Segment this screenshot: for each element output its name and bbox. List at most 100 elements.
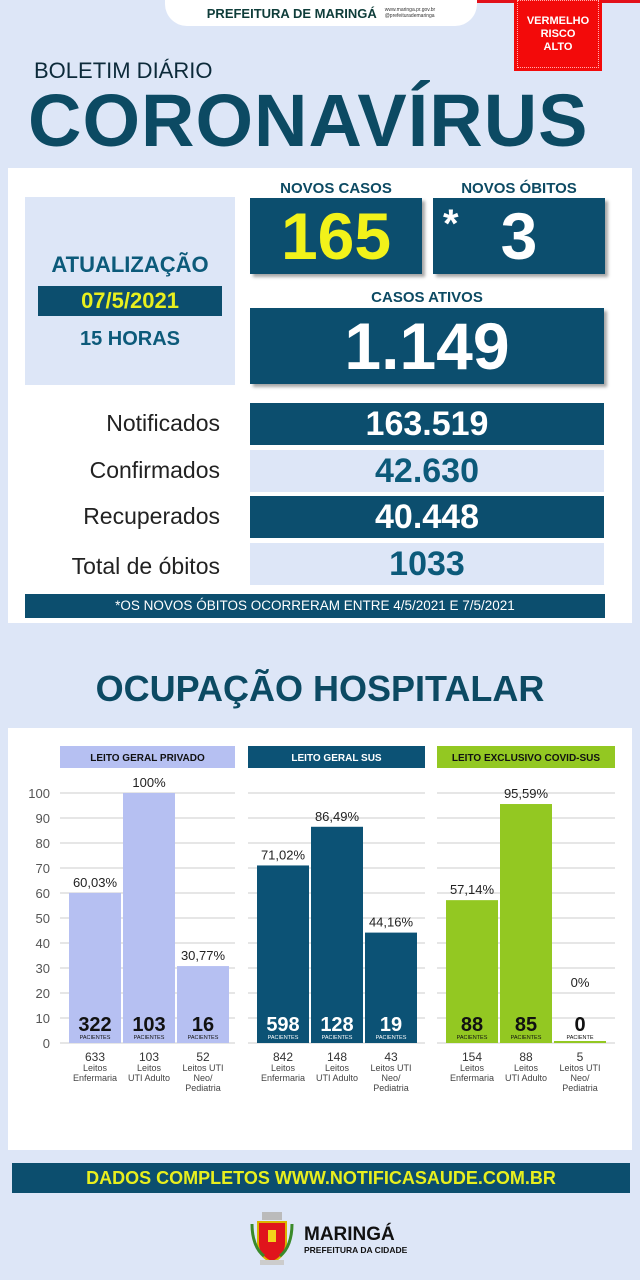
bar-unit: PACIENTE xyxy=(566,1035,593,1041)
bar-bed-label: UTI Adulto xyxy=(505,1073,547,1083)
bar-bed-label: Leitos UTI xyxy=(370,1063,411,1073)
bar-beds: 154 xyxy=(462,1050,482,1064)
bar xyxy=(500,804,552,1043)
risk-line: ALTO xyxy=(543,41,573,53)
bar xyxy=(69,892,121,1043)
stat-value: 163.519 xyxy=(250,403,604,445)
group-header-label: LEITO EXCLUSIVO COVID-SUS xyxy=(452,753,600,764)
risk-line: VERMELHO xyxy=(526,15,590,27)
stat-label: Confirmados xyxy=(89,457,220,483)
y-tick-label: 90 xyxy=(36,811,50,826)
bar-bed-label: Neo/ xyxy=(570,1073,590,1083)
bar-pct-label: 44,16% xyxy=(369,915,414,930)
y-tick-label: 50 xyxy=(36,911,50,926)
y-tick-label: 0 xyxy=(43,1036,50,1051)
bar-beds: 842 xyxy=(273,1050,293,1064)
social-info: www.maringa.pr.gov.br @prefeiturademaring… xyxy=(385,7,435,19)
active-cases-label: CASOS ATIVOS xyxy=(371,289,483,306)
y-tick-label: 10 xyxy=(36,1011,50,1026)
bar-unit: PACIENTES xyxy=(80,1035,111,1041)
bar-bed-label: Leitos xyxy=(514,1063,539,1073)
new-deaths-label: NOVOS ÓBITOS xyxy=(461,180,577,197)
bar-beds: 88 xyxy=(519,1050,533,1064)
update-hour: 15 HORAS xyxy=(79,328,181,350)
org-name: PREFEITURA DE MARINGÁ xyxy=(206,5,377,21)
bar-bed-label: Neo/ xyxy=(381,1073,401,1083)
bar-bed-label: Leitos xyxy=(271,1063,296,1073)
bar-unit: PACIENTES xyxy=(511,1035,542,1041)
logo-name: MARINGÁ xyxy=(304,1224,395,1245)
bar-pct-label: 60,03% xyxy=(73,875,118,890)
bar-unit: PACIENTES xyxy=(457,1035,488,1041)
footer-banner: DADOS COMPLETOS WWW.NOTIFICASAUDE.COM.BR xyxy=(12,1163,630,1193)
new-cases-value: 165 xyxy=(250,198,422,274)
site-url: www.maringa.pr.gov.br xyxy=(384,7,436,13)
bar-beds: 148 xyxy=(327,1050,347,1064)
y-tick-label: 40 xyxy=(36,936,50,951)
coat-of-arms-icon xyxy=(250,1212,294,1265)
bar-unit: PACIENTES xyxy=(268,1035,299,1041)
bar-pct-label: 100% xyxy=(132,775,166,790)
update-label: ATUALIZAÇÃO xyxy=(51,252,209,277)
subtitle: BOLETIM DIÁRIO xyxy=(34,58,213,83)
bar-bed-label: Leitos UTI xyxy=(559,1063,600,1073)
stat-label: Notificados xyxy=(106,410,220,436)
bar-bed-label: Pediatria xyxy=(562,1083,598,1093)
group-header-label: LEITO GERAL PRIVADO xyxy=(90,753,205,764)
bar xyxy=(446,900,498,1043)
y-tick-label: 80 xyxy=(36,836,50,851)
bar xyxy=(554,1041,606,1043)
bar-pct-label: 30,77% xyxy=(181,948,226,963)
bar-patients: 88 xyxy=(461,1014,483,1036)
hospital-title: OCUPAÇÃO HOSPITALAR xyxy=(95,668,545,709)
bar-pct-label: 86,49% xyxy=(315,809,360,824)
logo-sub: PREFEITURA DA CIDADE xyxy=(304,1245,408,1255)
bar-unit: PACIENTES xyxy=(188,1035,219,1041)
bar-patients: 103 xyxy=(132,1014,165,1036)
new-cases-label: NOVOS CASOS xyxy=(280,180,392,197)
bar-patients: 128 xyxy=(320,1014,353,1036)
bar xyxy=(177,966,229,1043)
header-bar: PREFEITURA DE MARINGÁ www.maringa.pr.gov… xyxy=(165,0,477,26)
y-tick-label: 70 xyxy=(36,861,50,876)
bar-unit: PACIENTES xyxy=(376,1035,407,1041)
bar-beds: 5 xyxy=(577,1050,584,1064)
new-deaths-value: 3 xyxy=(500,199,538,273)
bar-pct-label: 0% xyxy=(571,975,590,990)
bar-beds: 52 xyxy=(196,1050,210,1064)
bar xyxy=(257,865,309,1043)
bar-patients: 0 xyxy=(574,1014,585,1036)
bar-bed-label: Leitos xyxy=(137,1063,162,1073)
stat-value: 42.630 xyxy=(250,450,604,492)
group-header xyxy=(60,746,235,768)
group-header xyxy=(437,746,615,768)
bar-bed-label: Enfermaria xyxy=(73,1073,117,1083)
stat-label: Recuperados xyxy=(83,503,220,529)
bar xyxy=(365,932,417,1043)
bar-pct-label: 71,02% xyxy=(261,847,306,862)
risk-badge: VERMELHO RISCO ALTO xyxy=(514,0,602,71)
bar-bed-label: Pediatria xyxy=(373,1083,409,1093)
y-tick-label: 100 xyxy=(28,786,50,801)
social-handle: @prefeiturademaringa xyxy=(384,13,435,19)
bar-unit: PACIENTES xyxy=(134,1035,165,1041)
bar-unit: PACIENTES xyxy=(322,1035,353,1041)
stat-value: 40.448 xyxy=(250,496,604,538)
bar-beds: 103 xyxy=(139,1050,159,1064)
bar-bed-label: Pediatria xyxy=(185,1083,221,1093)
bar-beds: 633 xyxy=(85,1050,105,1064)
bar-bed-label: Leitos xyxy=(325,1063,350,1073)
y-tick-label: 20 xyxy=(36,986,50,1001)
page-title: CORONAVÍRUS xyxy=(28,79,589,162)
bar-bed-label: Leitos UTI xyxy=(182,1063,223,1073)
bar-bed-label: Leitos xyxy=(460,1063,485,1073)
bar-patients: 19 xyxy=(380,1014,402,1036)
bar-bed-label: Enfermaria xyxy=(450,1073,494,1083)
deaths-note: *OS NOVOS ÓBITOS OCORRERAM ENTRE 4/5/202… xyxy=(25,594,605,618)
bar-bed-label: Leitos xyxy=(83,1063,108,1073)
city-logo: MARINGÁ PREFEITURA DA CIDADE xyxy=(248,1210,407,1270)
bar-beds: 43 xyxy=(384,1050,398,1064)
bar-bed-label: UTI Adulto xyxy=(316,1073,358,1083)
stat-value: 1033 xyxy=(250,543,604,585)
